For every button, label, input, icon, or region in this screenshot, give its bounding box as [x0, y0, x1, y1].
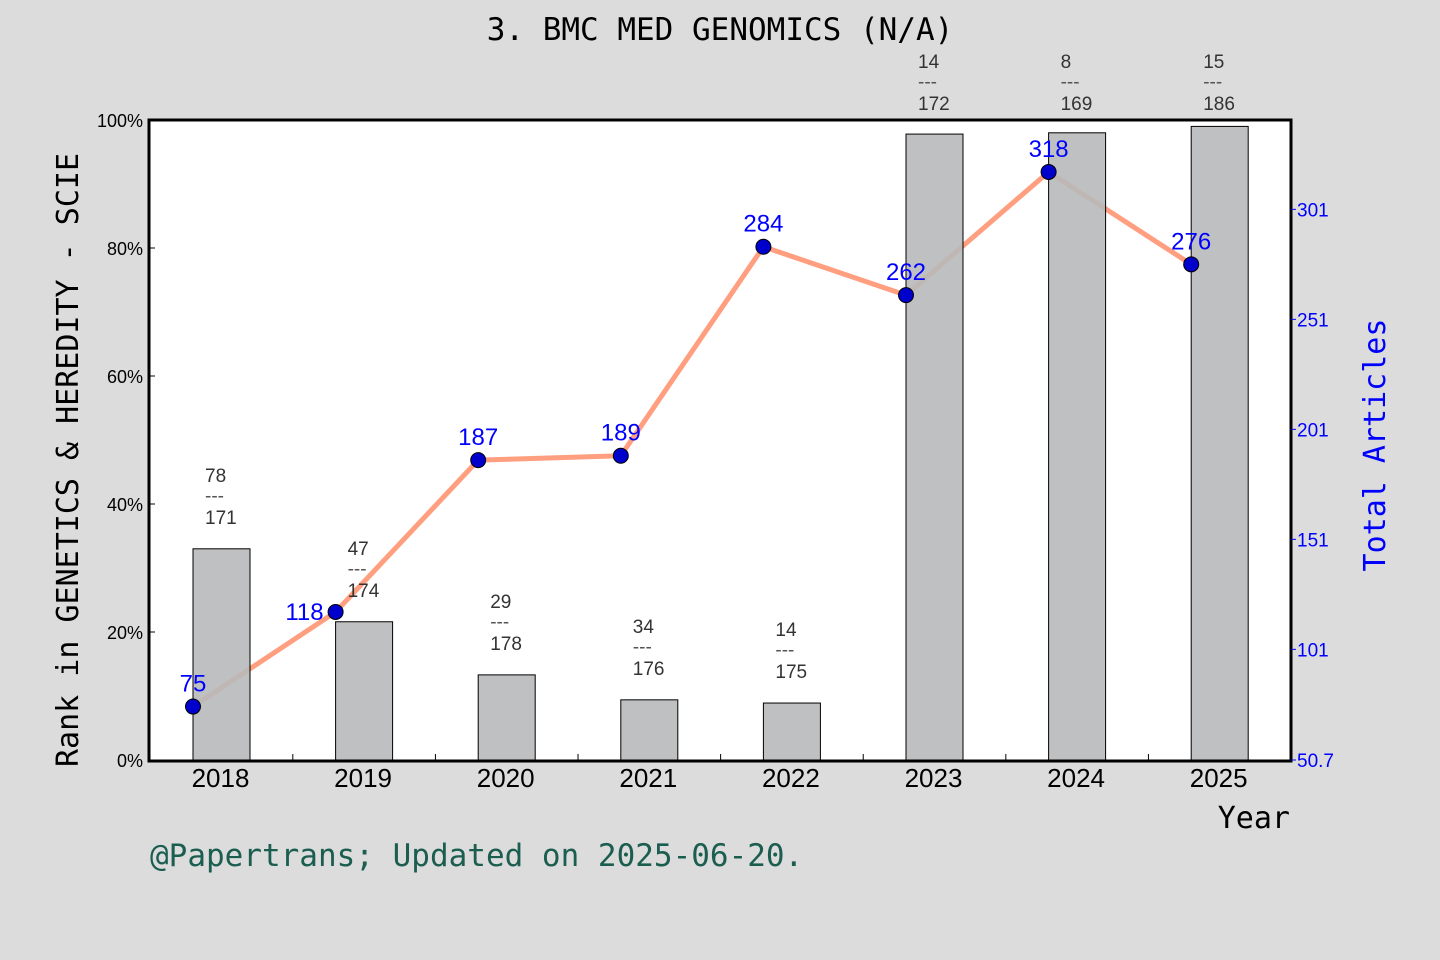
x-tick-label: 2021 — [619, 763, 677, 793]
point-2020 — [470, 452, 487, 469]
bar-2025 — [1190, 125, 1249, 761]
footer-credit: @Papertrans; Updated on 2025-06-20. — [150, 838, 803, 874]
bar-2019 — [335, 621, 394, 761]
point-label: 118 — [285, 599, 323, 626]
total-label: 169 — [1061, 94, 1093, 115]
total-label: 178 — [490, 634, 522, 655]
x-tick-label: 2024 — [1047, 763, 1105, 793]
left-tick-label: 100% — [97, 111, 143, 131]
point-2018 — [185, 698, 201, 715]
bar-2022 — [762, 702, 821, 761]
right-tick-label: 50.7 — [1297, 751, 1334, 772]
total-label: 172 — [918, 94, 950, 115]
total-label: 171 — [205, 508, 237, 529]
rank-divider: --- — [1203, 72, 1222, 93]
point-2021 — [612, 447, 629, 464]
rank-divider: --- — [1061, 72, 1080, 93]
point-2024 — [1040, 163, 1057, 180]
total-label: 175 — [775, 662, 807, 683]
rank-divider: --- — [205, 486, 224, 507]
left-axis-label: Rank in GENETICS & HEREDITY - SCIE — [51, 153, 86, 767]
rank-divider: --- — [490, 612, 509, 633]
x-tick-label: 2020 — [477, 763, 535, 793]
right-tick-label: 301 — [1297, 200, 1329, 221]
point-2019 — [327, 603, 344, 620]
point-label: 187 — [458, 424, 498, 451]
right-tick-label: 201 — [1297, 420, 1329, 441]
x-tick-label: 2019 — [334, 763, 392, 793]
left-tick-label: 0% — [117, 751, 143, 771]
bar-2021 — [620, 699, 679, 761]
total-label: 176 — [633, 659, 665, 680]
point-label: 318 — [1029, 136, 1069, 163]
rank-label: 14 — [775, 620, 797, 641]
left-tick-label: 40% — [107, 495, 143, 515]
rank-label: 15 — [1203, 52, 1224, 73]
bar-2024 — [1048, 132, 1107, 761]
point-2025 — [1183, 256, 1200, 273]
x-tick-label: 2025 — [1190, 763, 1248, 793]
point-label: 262 — [886, 259, 926, 286]
right-axis-label: Total Articles — [1358, 319, 1393, 572]
left-tick-label: 80% — [107, 239, 143, 259]
total-label: 186 — [1203, 94, 1235, 115]
point-2022 — [755, 238, 772, 255]
right-tick-label: 101 — [1297, 640, 1329, 661]
point-label: 276 — [1171, 228, 1211, 255]
total-articles-line — [191, 169, 1193, 709]
rank-label: 34 — [633, 617, 655, 638]
bar-2020 — [477, 674, 536, 761]
rank-label: 78 — [205, 466, 226, 487]
x-tick-label: 2018 — [192, 763, 250, 793]
point-label: 75 — [180, 671, 207, 698]
right-tick-label: 151 — [1297, 530, 1329, 551]
rank-divider: --- — [633, 637, 652, 658]
chart-title: 3. BMC MED GENOMICS (N/A) — [487, 12, 954, 48]
total-label: 174 — [348, 581, 380, 602]
bar-2018 — [192, 548, 251, 761]
right-tick-label: 251 — [1297, 310, 1329, 331]
rank-divider: --- — [775, 640, 794, 661]
point-label: 189 — [601, 420, 641, 447]
bar-2023 — [905, 133, 964, 761]
rank-divider: --- — [348, 559, 367, 580]
x-tick-label: 2022 — [762, 763, 820, 793]
rank-label: 29 — [490, 592, 511, 613]
rank-divider: --- — [918, 72, 937, 93]
left-tick-label: 20% — [107, 623, 143, 643]
point-2023 — [898, 287, 914, 304]
point-label: 284 — [743, 211, 783, 238]
x-axis-label: Year — [1218, 801, 1290, 836]
x-tick-label: 2023 — [905, 763, 963, 793]
rank-label: 14 — [918, 52, 940, 73]
rank-label: 8 — [1061, 52, 1072, 73]
left-tick-label: 60% — [107, 367, 143, 387]
plot-frame — [147, 118, 1293, 763]
rank-label: 47 — [348, 539, 369, 560]
